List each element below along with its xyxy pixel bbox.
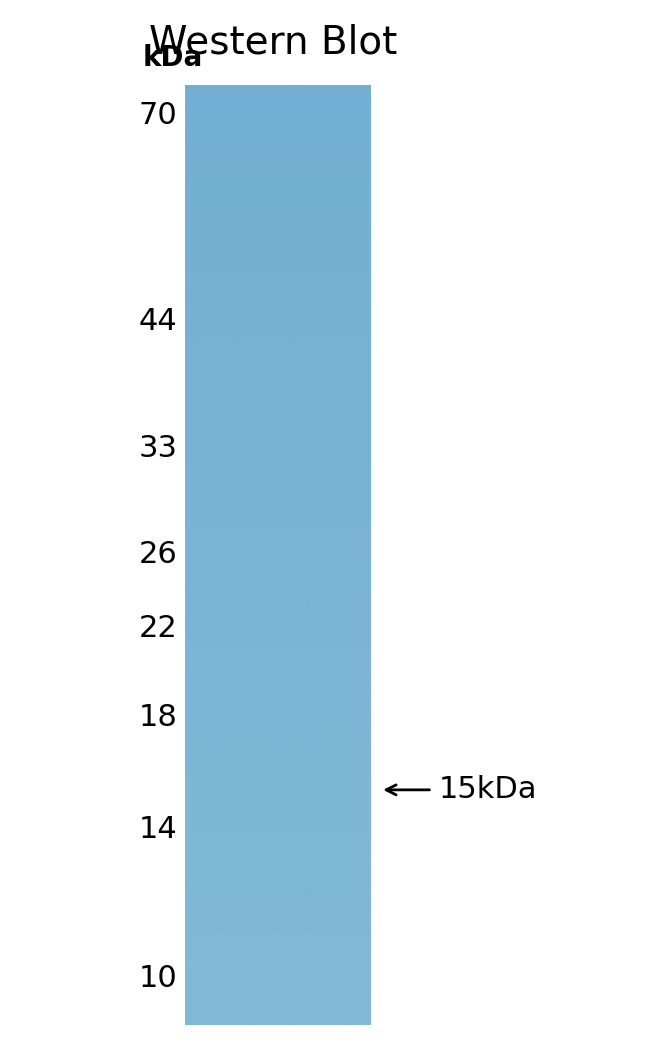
- Text: 18: 18: [138, 703, 177, 733]
- Text: 26: 26: [138, 540, 177, 569]
- Text: 15kDa: 15kDa: [439, 776, 538, 804]
- Text: 33: 33: [138, 434, 177, 463]
- Text: 14: 14: [138, 815, 177, 843]
- Text: 70: 70: [138, 100, 177, 130]
- Text: Western Blot: Western Blot: [149, 23, 397, 61]
- Ellipse shape: [198, 782, 341, 797]
- Ellipse shape: [224, 785, 302, 794]
- Text: 10: 10: [138, 964, 177, 993]
- Text: 44: 44: [138, 307, 177, 336]
- Text: 22: 22: [138, 614, 177, 644]
- Text: kDa: kDa: [143, 44, 203, 72]
